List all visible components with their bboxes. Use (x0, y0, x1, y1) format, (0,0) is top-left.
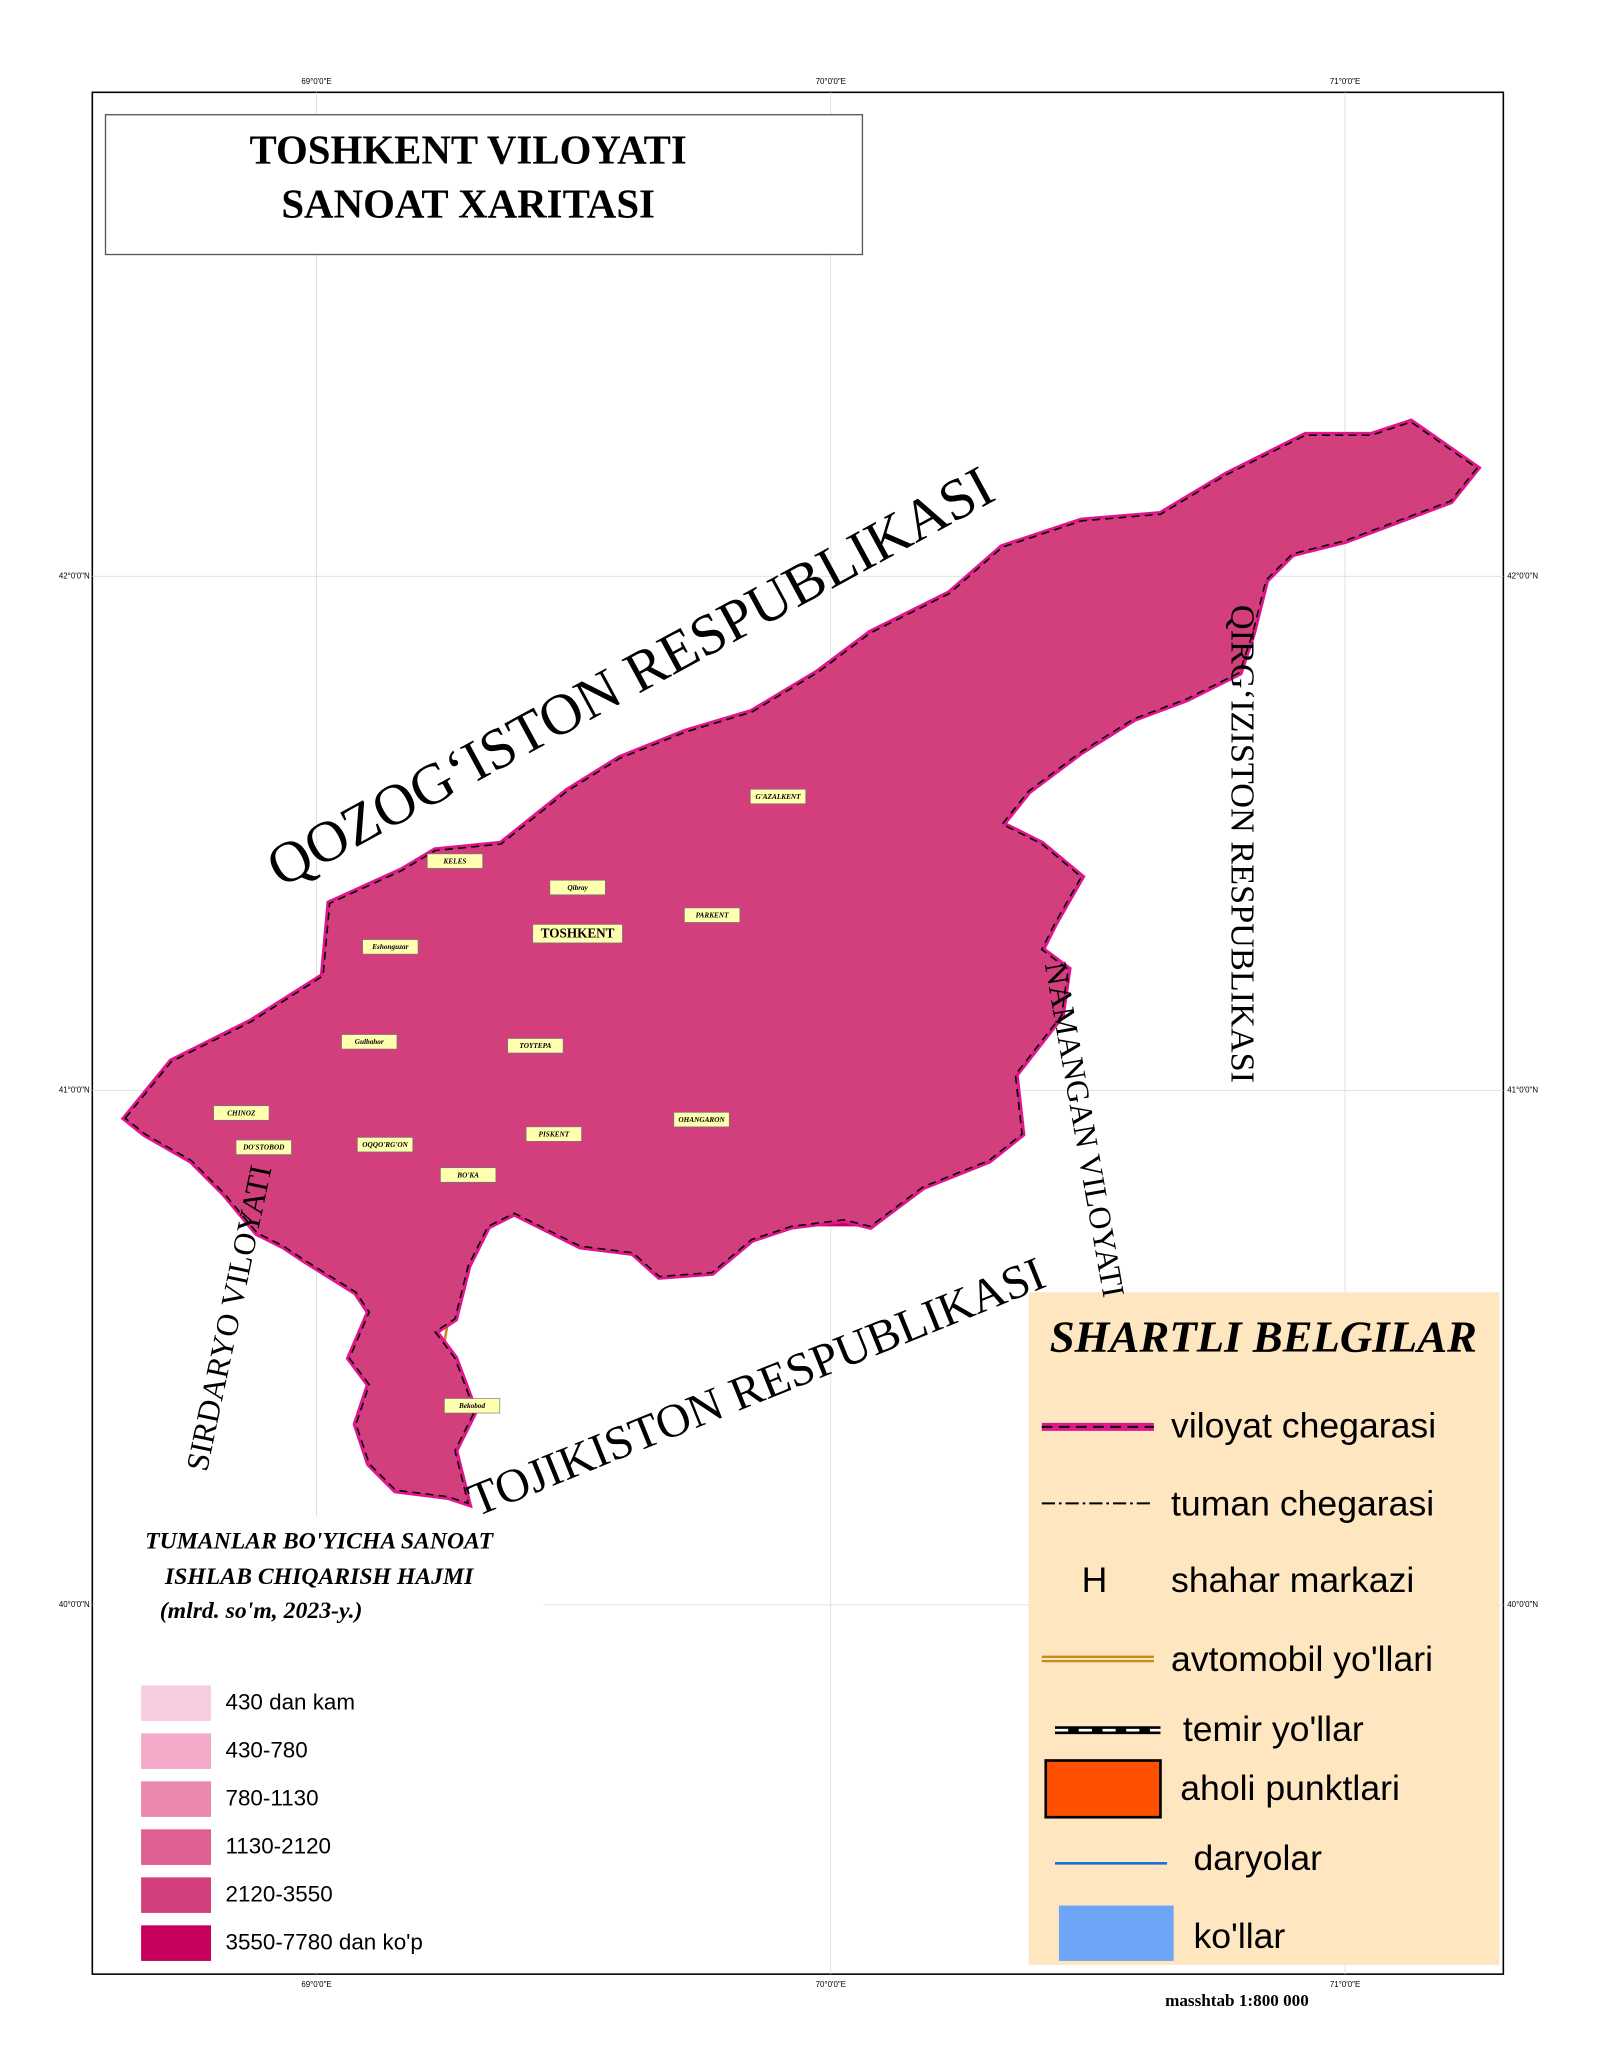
longitude-label: 71°0'0"E (1330, 77, 1360, 86)
legend-label: avtomobil yo'llari (1171, 1639, 1433, 1679)
legend-lake (1058, 1905, 1174, 1961)
class-label: 2120-3550 (226, 1882, 333, 1907)
settlement-label: BO'KA (456, 1171, 479, 1179)
class-label: 3550-7780 dan ko'p (226, 1930, 423, 1955)
map-title: SANOAT XARITASI (281, 182, 655, 227)
settlement-label: PISKENT (539, 1130, 570, 1138)
settlement-label-box (235, 1139, 292, 1155)
settlement-label: Qibray (567, 884, 588, 892)
settlement-label: TOSHKENT (541, 925, 615, 940)
title-box (104, 114, 864, 256)
class-swatch (141, 1829, 211, 1865)
settlement-label: KELES (442, 857, 466, 865)
latitude-label: 41°0'0"N (1507, 1086, 1538, 1095)
legend-label: ko'llar (1193, 1916, 1285, 1956)
settlement-label-box (525, 1126, 582, 1142)
latitude-label: 42°0'0"N (59, 571, 90, 580)
settlement-label-box (426, 853, 483, 869)
settlement-label: TOYTEPA (519, 1042, 551, 1050)
longitude-label: 71°0'0"E (1330, 1980, 1360, 1989)
class-label: 1130-2120 (226, 1834, 331, 1859)
map-scale: masshtab 1:800 000 (1165, 1991, 1309, 2010)
class-legend-title: ISHLAB CHIQARISH HAJMI (164, 1564, 474, 1590)
class-swatch (141, 1781, 211, 1817)
class-swatch (141, 1877, 211, 1913)
longitude-label: 69°0'0"E (301, 1980, 331, 1989)
longitude-label: 69°0'0"E (301, 77, 331, 86)
latitude-label: 40°0'0"N (1507, 1600, 1538, 1609)
settlement-label: Eshonguzar (371, 943, 408, 951)
class-legend-title: (mlrd. so'm, 2023-y.) (160, 1598, 363, 1624)
map-title: TOSHKENT VILOYATI (249, 128, 686, 173)
settlement-label: G'AZALKENT (755, 793, 801, 801)
class-label: 430-780 (226, 1738, 308, 1763)
legend-settlement (1044, 1759, 1162, 1819)
settlement-label: OQQO'RG'ON (362, 1141, 408, 1149)
legend-label: temir yo'llar (1183, 1709, 1364, 1749)
settlement-label: OHANGARON (678, 1116, 725, 1124)
latitude-label: 40°0'0"N (59, 1600, 90, 1609)
settlement-label-box (440, 1167, 497, 1183)
legend-label: daryolar (1193, 1838, 1322, 1878)
longitude-label: 70°0'0"E (816, 77, 846, 86)
settlement-label: Gulbahor (355, 1038, 384, 1046)
neighbor-label: QIRG‘IZISTON RESPUBLIKASI (1224, 605, 1262, 1083)
class-swatch (141, 1925, 211, 1961)
settlement-label-box (507, 1038, 564, 1054)
settlement-label-box (684, 907, 741, 923)
legend-panel (1028, 1292, 1500, 1965)
class-swatch (141, 1733, 211, 1769)
legend-label: viloyat chegarasi (1171, 1406, 1436, 1446)
settlement-label-box (444, 1398, 501, 1414)
class-swatch (141, 1685, 211, 1721)
longitude-label: 70°0'0"E (816, 1980, 846, 1989)
settlement-label-box (341, 1034, 398, 1050)
legend-symbol: H (1082, 1560, 1108, 1600)
latitude-label: 42°0'0"N (1507, 571, 1538, 580)
settlement-label: Bekobod (458, 1402, 486, 1410)
latitude-label: 41°0'0"N (59, 1086, 90, 1095)
class-legend-title: TUMANLAR BO'YICHA SANOAT (145, 1528, 494, 1554)
legend-label: shahar markazi (1171, 1560, 1414, 1600)
settlement-label-box (357, 1137, 414, 1153)
legend-label: tuman chegarasi (1171, 1483, 1434, 1523)
settlement-label-box (362, 939, 419, 955)
legend-title: SHARTLI BELGILAR (1050, 1311, 1477, 1361)
class-label: 780-1130 (226, 1786, 319, 1811)
class-label: 430 dan kam (226, 1690, 356, 1715)
settlement-label: DO'STOBOD (242, 1144, 285, 1152)
settlement-label-box (532, 924, 623, 944)
settlement-label: PARKENT (696, 912, 729, 920)
settlement-label-box (750, 788, 807, 805)
legend-label: aholi punktlari (1180, 1768, 1400, 1808)
settlement-label-box (549, 879, 606, 896)
settlement-label: CHINOZ (227, 1109, 256, 1117)
settlement-label-box (213, 1105, 270, 1121)
settlement-label-box (673, 1112, 730, 1128)
